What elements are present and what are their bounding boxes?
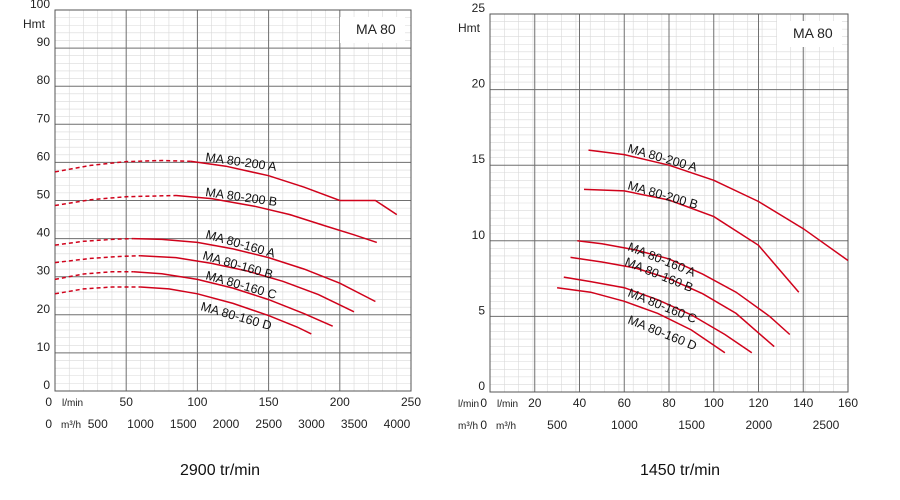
curve-ma-80-160-d	[557, 286, 726, 354]
y-tick-label: 5	[478, 303, 485, 317]
x-axis-title-lmin: l/min	[62, 398, 83, 409]
secondary-x-tick-label: 1500	[170, 417, 197, 431]
curve-ma-80-160-a-dashed	[54, 237, 134, 246]
model-label: MA 80	[793, 25, 833, 41]
x-axis-prefix-m3h: m³/h	[458, 421, 478, 432]
secondary-x-tick-label: 500	[88, 417, 108, 431]
model-label-box	[340, 17, 405, 43]
series-label-ma-80-200-a: MA 80-200 A	[205, 150, 278, 174]
x-tick-label: 0	[480, 396, 487, 410]
x-tick-label: 200	[330, 395, 350, 409]
x-axis-title-m3h: m³/h	[61, 420, 81, 431]
curve-ma-80-200-a	[190, 160, 398, 216]
y-tick-label: 10	[472, 228, 486, 242]
curve-ma-80-160-b	[140, 254, 355, 313]
x-tick-label: 60	[618, 396, 632, 410]
chart-2900: 0 10 20 30 40 50 60 70 80 90 100 Hmt 0 50 100 150 200 250…	[23, 0, 421, 431]
curve-ma-80-160-a	[133, 237, 376, 303]
curve-ma-80-160-a	[577, 240, 791, 336]
right-speed-label: 1450 tr/min	[640, 462, 721, 479]
secondary-x-tick-label: 2500	[813, 418, 840, 432]
y-tick-label: 70	[37, 111, 51, 125]
x-tick-label: 0	[45, 395, 52, 409]
x-tick-label: 150	[259, 395, 279, 409]
curve-ma-80-160-b	[570, 256, 775, 348]
y-tick-label: 100	[30, 0, 50, 11]
y-tick-label: 25	[472, 1, 486, 15]
series-label-ma-80-200-b: MA 80-200 B	[626, 178, 699, 211]
x-tick-label: 120	[748, 396, 768, 410]
model-label-box	[777, 21, 842, 47]
y-tick-label: 40	[37, 226, 51, 240]
x-axis-prefix-lmin: l/min	[458, 399, 479, 410]
secondary-x-tick-label: 3000	[298, 417, 325, 431]
y-tick-label: 90	[37, 35, 51, 49]
curve-ma-80-160-c	[563, 276, 753, 354]
x-axis-title-m3h: m³/h	[496, 421, 516, 432]
secondary-x-tick-label: 2500	[255, 417, 282, 431]
y-tick-label: 0	[43, 378, 50, 392]
y-tick-label: 50	[37, 188, 51, 202]
curve-ma-80-200-b	[175, 194, 378, 244]
model-label: MA 80	[356, 21, 396, 37]
secondary-x-tick-label: 4000	[384, 417, 411, 431]
y-tick-label: 80	[37, 73, 51, 87]
x-axis-title-lmin: l/min	[497, 399, 518, 410]
y-tick-label: 20	[472, 77, 486, 91]
y-tick-label: 20	[37, 302, 51, 316]
curve-ma-80-160-d	[140, 286, 312, 335]
secondary-x-tick-label: 1000	[127, 417, 154, 431]
x-tick-label: 50	[120, 395, 134, 409]
secondary-x-tick-label: 1000	[611, 418, 638, 432]
curve-ma-80-200-b	[583, 188, 800, 293]
x-tick-label: 140	[793, 396, 813, 410]
secondary-x-tick-label: 3500	[341, 417, 368, 431]
x-tick-label: 100	[187, 395, 207, 409]
x-tick-label: 20	[528, 396, 542, 410]
curve-ma-80-160-c-dashed	[54, 270, 134, 281]
curve-ma-80-200-a	[588, 149, 849, 262]
secondary-x-tick-label: 500	[547, 418, 567, 432]
x-tick-label: 40	[573, 396, 587, 410]
secondary-x-tick-label: 1500	[678, 418, 705, 432]
x-tick-label: 250	[401, 395, 421, 409]
left-speed-label: 2900 tr/min	[180, 462, 261, 479]
series-label-ma-80-200-b: MA 80-200 B	[205, 185, 279, 209]
curve-ma-80-200-a-dashed	[54, 159, 191, 173]
secondary-x-tick-label: 0	[45, 417, 52, 431]
x-tick-label: 80	[662, 396, 676, 410]
curve-ma-80-160-b-dashed	[54, 254, 141, 264]
y-tick-label: 30	[37, 264, 51, 278]
x-tick-label: 160	[838, 396, 858, 410]
curve-ma-80-160-c	[133, 270, 334, 327]
y-tick-label: 10	[37, 340, 51, 354]
y-axis-title: Hmt	[458, 21, 481, 35]
y-axis-title: Hmt	[23, 17, 46, 31]
y-tick-label: 0	[478, 379, 485, 393]
secondary-x-tick-label: 2000	[745, 418, 772, 432]
secondary-x-tick-label: 0	[480, 418, 487, 432]
y-tick-label: 15	[472, 152, 486, 166]
x-tick-label: 100	[704, 396, 724, 410]
secondary-x-tick-label: 2000	[213, 417, 240, 431]
plot-frame	[54, 9, 412, 392]
curve-ma-80-160-d-dashed	[54, 286, 141, 295]
plot-frame	[489, 13, 849, 393]
y-tick-label: 60	[37, 149, 51, 163]
